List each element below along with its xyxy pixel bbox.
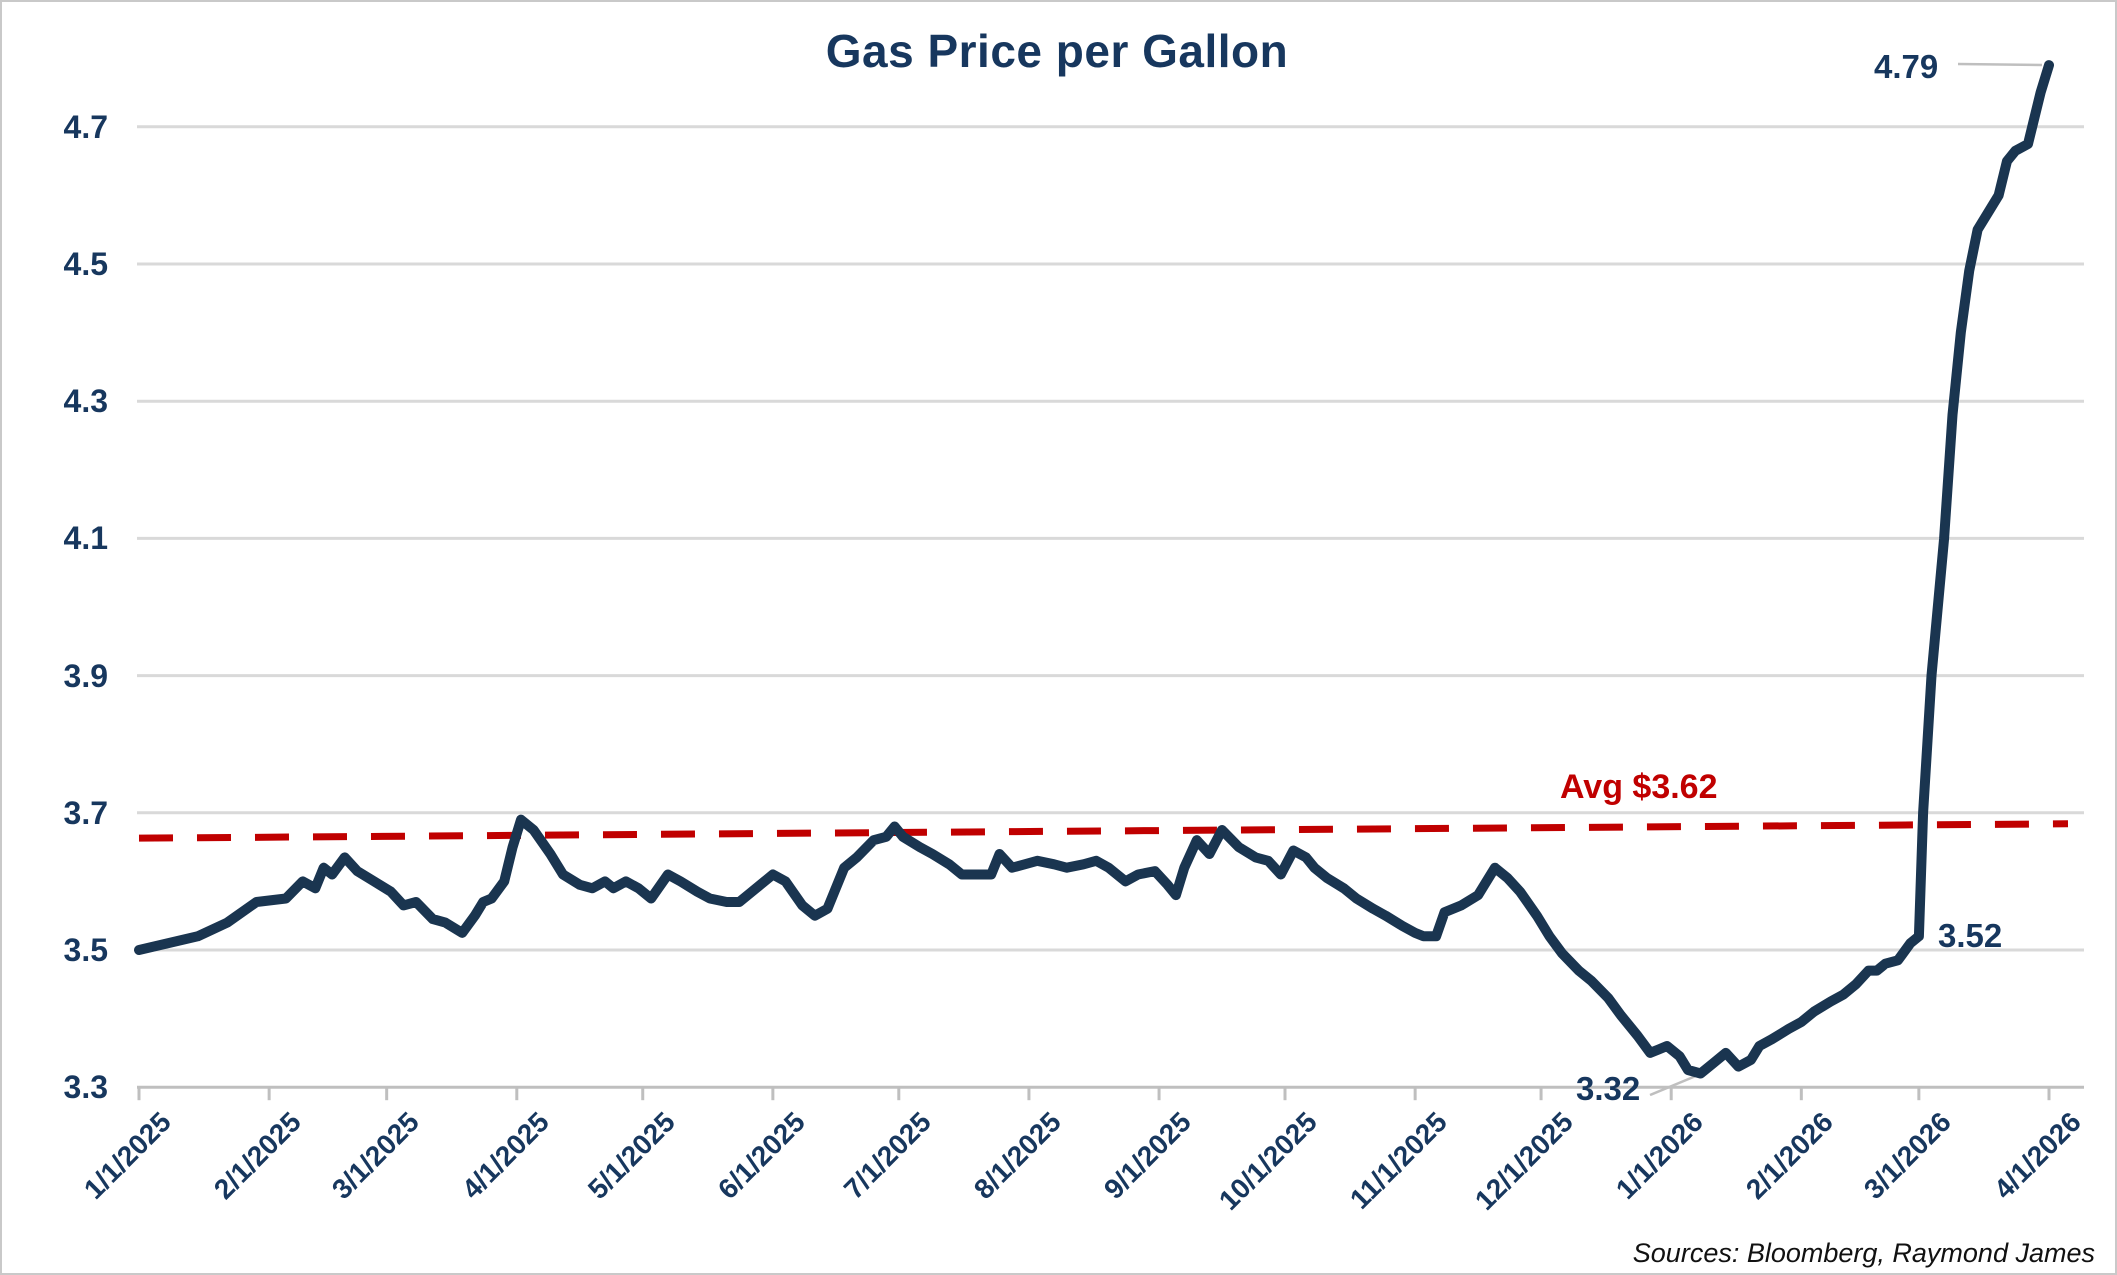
annotation-minimum: 3.32 (1576, 1070, 1641, 1107)
y-axis-label: 3.9 (63, 657, 108, 694)
y-axis-label: 4.3 (63, 383, 108, 420)
gas-price-line (134, 60, 2054, 1079)
y-axis-label: 3.5 (63, 932, 108, 968)
y-axis-label: 3.3 (63, 1069, 108, 1106)
annotation-pre-spike: 3.52 (1938, 917, 2003, 954)
y-axis-label: 4.5 (63, 246, 108, 282)
avg-line-label: Avg $3.62 (1560, 768, 1718, 806)
source-note: Sources: Bloomberg, Raymond James (1632, 1238, 2095, 1268)
leader-line-final-high (1957, 62, 2043, 67)
chart-title: Gas Price per Gallon (825, 25, 1289, 77)
y-axis-label: 4.1 (63, 520, 108, 557)
y-axis-label: 3.7 (63, 794, 108, 831)
annotation-final-high: 4.79 (1874, 48, 1939, 85)
y-axis-label: 4.7 (63, 108, 108, 145)
avg-dashed-line (138, 820, 2069, 842)
